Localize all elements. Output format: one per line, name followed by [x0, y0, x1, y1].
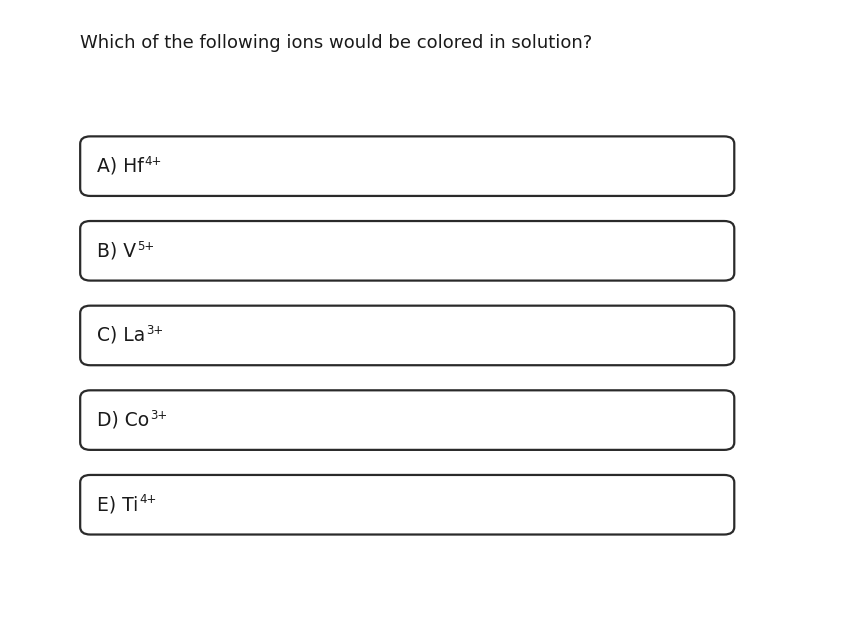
Text: E) Ti: E) Ti — [97, 495, 138, 514]
Text: C) La: C) La — [97, 326, 145, 345]
Text: A) Hf: A) Hf — [97, 157, 143, 176]
Text: 3+: 3+ — [146, 324, 164, 337]
Text: 4+: 4+ — [144, 155, 162, 168]
Text: D) Co: D) Co — [97, 411, 149, 429]
FancyBboxPatch shape — [80, 475, 734, 534]
Text: B) V: B) V — [97, 241, 136, 260]
Text: 4+: 4+ — [139, 493, 156, 507]
FancyBboxPatch shape — [80, 305, 734, 365]
FancyBboxPatch shape — [80, 221, 734, 281]
Text: 5+: 5+ — [137, 240, 154, 253]
FancyBboxPatch shape — [80, 390, 734, 450]
Text: Which of the following ions would be colored in solution?: Which of the following ions would be col… — [80, 34, 592, 53]
FancyBboxPatch shape — [80, 137, 734, 196]
Text: 3+: 3+ — [150, 409, 167, 422]
